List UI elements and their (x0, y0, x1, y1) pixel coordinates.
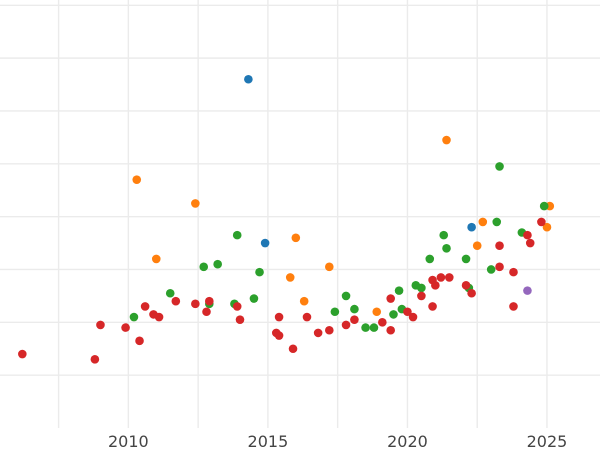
data-point-s3-25 (486, 265, 496, 274)
data-point-s4-13 (232, 302, 242, 311)
data-point-s4-25 (386, 294, 395, 303)
data-point-s4-34 (445, 273, 454, 282)
data-point-s2-6 (299, 296, 309, 306)
data-point-s3-26 (492, 217, 502, 227)
data-point-s4-39 (509, 267, 518, 277)
data-point-s4-1 (18, 349, 27, 359)
data-point-s4-20 (313, 328, 323, 338)
data-point-s4-22 (341, 320, 351, 330)
data-point-s2-3 (191, 199, 200, 208)
data-point-s1-3 (467, 222, 476, 232)
data-point-s2-1 (132, 175, 142, 184)
data-point-s4-3 (96, 320, 105, 330)
data-point-s4-12 (205, 296, 214, 306)
data-point-s3-21 (439, 230, 449, 240)
data-point-s4-5 (135, 336, 144, 346)
grid-lines (0, 0, 600, 428)
data-point-s4-16 (274, 331, 284, 340)
data-point-s4-21 (325, 325, 334, 335)
data-point-s4-11 (202, 307, 211, 317)
data-point-s4-14 (235, 315, 245, 324)
data-point-s2-7 (325, 262, 334, 272)
data-point-s3-7 (232, 230, 242, 240)
data-point-s2-11 (478, 217, 488, 227)
data-point-s3-14 (369, 323, 379, 332)
data-point-s4-35 (461, 281, 471, 290)
x-tick-label-2020: 2020 (387, 432, 428, 450)
data-point-s4-32 (431, 281, 440, 290)
data-point-s3-2 (165, 288, 175, 298)
data-point-s3-12 (350, 304, 359, 314)
data-point-s4-24 (378, 318, 387, 327)
data-point-s4-42 (525, 238, 535, 248)
data-point-s4-27 (403, 307, 412, 317)
data-point-s4-2 (90, 355, 100, 364)
data-point-s4-10 (191, 299, 200, 309)
data-point-s4-4 (121, 323, 130, 332)
data-point-s3-15 (389, 310, 398, 319)
data-point-s4-9 (171, 296, 181, 306)
data-point-s4-33 (436, 273, 446, 282)
data-point-s3-9 (255, 267, 264, 277)
data-point-s4-26 (386, 325, 395, 335)
data-point-s3-3 (199, 262, 209, 272)
data-point-s4-36 (467, 288, 476, 298)
data-point-s3-16 (394, 286, 404, 295)
x-tick-label-2010: 2010 (108, 432, 149, 450)
data-point-s4-29 (417, 291, 426, 301)
data-point-s3-22 (442, 244, 451, 253)
data-point-s4-28 (408, 312, 418, 322)
data-point-s3-29 (539, 201, 549, 211)
data-point-s4-17 (274, 312, 284, 322)
data-point-s4-40 (509, 302, 518, 311)
data-point-s4-8 (154, 312, 164, 322)
data-point-s1-2 (260, 238, 270, 248)
data-point-s3-20 (425, 254, 435, 264)
data-point-s3-5 (213, 259, 222, 269)
data-point-s1-1 (244, 74, 253, 84)
data-point-s4-23 (350, 315, 359, 324)
data-point-s2-8 (372, 307, 382, 317)
data-point-s4-37 (495, 241, 504, 251)
data-point-s4-38 (495, 262, 504, 272)
data-point-s3-23 (461, 254, 471, 264)
data-point-s3-27 (495, 162, 504, 171)
data-point-s2-5 (291, 233, 301, 243)
data-point-s4-6 (140, 302, 150, 311)
data-point-s3-19 (417, 283, 426, 293)
x-tick-label-2025: 2025 (527, 432, 568, 450)
data-point-s2-2 (151, 254, 161, 264)
data-point-s5-1 (523, 286, 532, 295)
data-point-s4-18 (288, 344, 298, 354)
data-point-s2-10 (472, 241, 482, 251)
x-axis-ticks: 2010 2015 2020 2025 (108, 432, 567, 450)
data-point-s4-30 (428, 302, 437, 311)
data-point-s3-11 (341, 291, 351, 301)
data-point-s4-43 (537, 217, 546, 227)
data-points (18, 74, 555, 364)
data-point-s4-41 (523, 230, 532, 240)
x-tick-label-2015: 2015 (248, 432, 289, 450)
data-point-s2-9 (442, 135, 451, 145)
data-point-s2-4 (285, 273, 295, 282)
data-point-s2-13 (542, 222, 552, 232)
data-point-s3-10 (330, 307, 340, 317)
data-point-s4-19 (302, 312, 312, 322)
data-point-s3-8 (249, 294, 259, 303)
data-point-s3-1 (129, 312, 139, 322)
data-point-s3-13 (361, 323, 370, 332)
